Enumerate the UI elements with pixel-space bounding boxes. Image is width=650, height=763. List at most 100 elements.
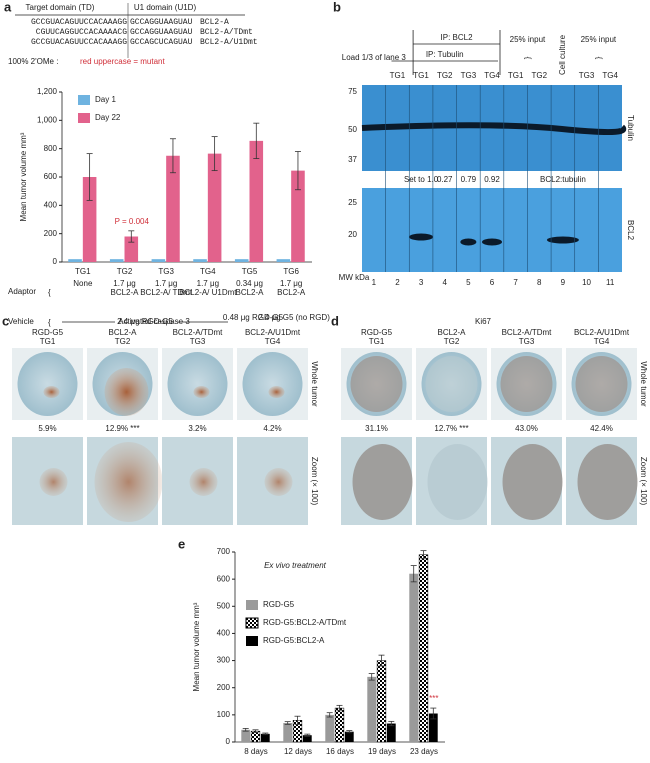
- bar: [376, 660, 387, 743]
- legend-swatch: [78, 113, 90, 123]
- bar: [234, 259, 249, 262]
- stain: [43, 386, 60, 398]
- group-name: BCL2-A: [437, 328, 466, 337]
- stain: [500, 356, 553, 412]
- legend-swatch: [246, 636, 258, 646]
- bar: [207, 153, 222, 262]
- lane-number: 4: [443, 278, 448, 287]
- bar: [428, 713, 438, 742]
- error-bar: [86, 153, 93, 201]
- legend-label: RGD-G5: [263, 600, 295, 609]
- panel-label: a: [4, 0, 12, 14]
- lane-label: TG3: [461, 71, 477, 80]
- sequence: GCCAGGUAAGUAU: [130, 18, 193, 27]
- lane-number: 9: [561, 278, 566, 287]
- y-tick-label: 300: [217, 656, 231, 665]
- band: [546, 236, 579, 244]
- lane-number: 5: [466, 278, 471, 287]
- lane-label: TG2: [531, 71, 547, 80]
- mw: 37: [348, 155, 357, 164]
- load-label: Load 1/3 of lane 3: [342, 53, 407, 62]
- error-bar: [304, 733, 311, 737]
- stain: [352, 444, 413, 520]
- bar: [82, 177, 97, 262]
- header: U1 domain (U1D): [134, 3, 197, 12]
- bar: [68, 259, 82, 262]
- group-tg: TG2: [115, 337, 131, 346]
- panel-label: c: [2, 313, 9, 328]
- panel-label: b: [333, 0, 341, 14]
- tissue: [17, 352, 78, 416]
- label: Adaptor: [8, 287, 36, 296]
- percentage: 31.1%: [365, 424, 388, 433]
- y-tick-label: 400: [44, 200, 58, 209]
- sequence: CGUUCAGGUCCACAAAACG: [36, 28, 127, 37]
- adaptor: 1.7 μg BCL2-A/ U1Dmt: [179, 279, 237, 297]
- lane-number: 6: [490, 278, 495, 287]
- ip-label: IP: Tubulin: [426, 50, 464, 59]
- bar: [276, 259, 291, 262]
- bar: [334, 707, 345, 743]
- lane-number: 1: [372, 278, 377, 287]
- error-bar: [211, 136, 218, 172]
- error-bar: [378, 654, 385, 667]
- cell-culture: Cell culture: [558, 34, 567, 75]
- stain: [425, 356, 478, 412]
- percentage: 42.4%: [590, 424, 613, 433]
- error-bar: [252, 729, 259, 733]
- sequence-name: BCL2-A/U1Dmt: [200, 38, 258, 47]
- sequence: GCCAGGUAAGUAU: [130, 28, 193, 37]
- note: red uppercase = mutant: [80, 57, 165, 66]
- group-name: BCL2-A/U1Dmt: [574, 328, 630, 337]
- bar: [151, 259, 166, 262]
- error-bar: [368, 673, 375, 681]
- bar: [193, 259, 207, 262]
- lane-label: TG1: [413, 71, 429, 80]
- error-bar: [294, 151, 301, 191]
- panel-label: d: [331, 313, 339, 328]
- y-tick-label: 0: [53, 257, 58, 266]
- ratio: 0.92: [484, 175, 500, 184]
- group-tg: TG3: [190, 337, 206, 346]
- adaptor: None: [73, 279, 93, 288]
- legend-swatch: [246, 600, 258, 610]
- panel-label: e: [178, 536, 185, 551]
- sequence: GCCGUACAGUUCCACAAAGG: [31, 38, 127, 47]
- stain: [575, 356, 628, 412]
- mw: 20: [348, 230, 357, 239]
- lane-label: TG1: [508, 71, 524, 80]
- stain: [39, 468, 68, 496]
- y-tick-label: 100: [217, 710, 231, 719]
- lane-number: 10: [582, 278, 591, 287]
- band: [361, 122, 627, 136]
- band: [460, 238, 477, 246]
- percentage: 12.9% ***: [105, 424, 139, 433]
- error-bar: [410, 565, 417, 583]
- group-name: BCL2-A/U1Dmt: [245, 328, 301, 337]
- legend-label: Day 1: [95, 95, 116, 104]
- bar: [249, 140, 264, 262]
- lane-label: TG2: [437, 71, 453, 80]
- annotation: P = 0.004: [115, 217, 150, 226]
- lane-number: 11: [606, 278, 615, 287]
- error-bar: [284, 721, 291, 725]
- stain: [268, 386, 285, 398]
- stain: [94, 442, 163, 522]
- bar: [124, 236, 139, 262]
- band: [409, 233, 434, 241]
- y-tick-label: 600: [217, 574, 231, 583]
- y-tick-label: 500: [217, 601, 231, 610]
- mw: 25: [348, 198, 357, 207]
- stain: [350, 356, 403, 412]
- y-axis-label: Mean tumor volume mm³: [192, 602, 201, 691]
- group-tg: TG4: [265, 337, 281, 346]
- row-label: Zoom (× 100): [639, 457, 648, 506]
- bar: [291, 170, 305, 262]
- ratio: 0.27: [437, 175, 453, 184]
- bar: [367, 676, 377, 742]
- y-tick-label: 200: [44, 229, 58, 238]
- blot-label: Tubulin: [626, 115, 635, 141]
- sequence-name: BCL2-A: [200, 18, 229, 27]
- x-tick-label: TG5: [242, 267, 258, 276]
